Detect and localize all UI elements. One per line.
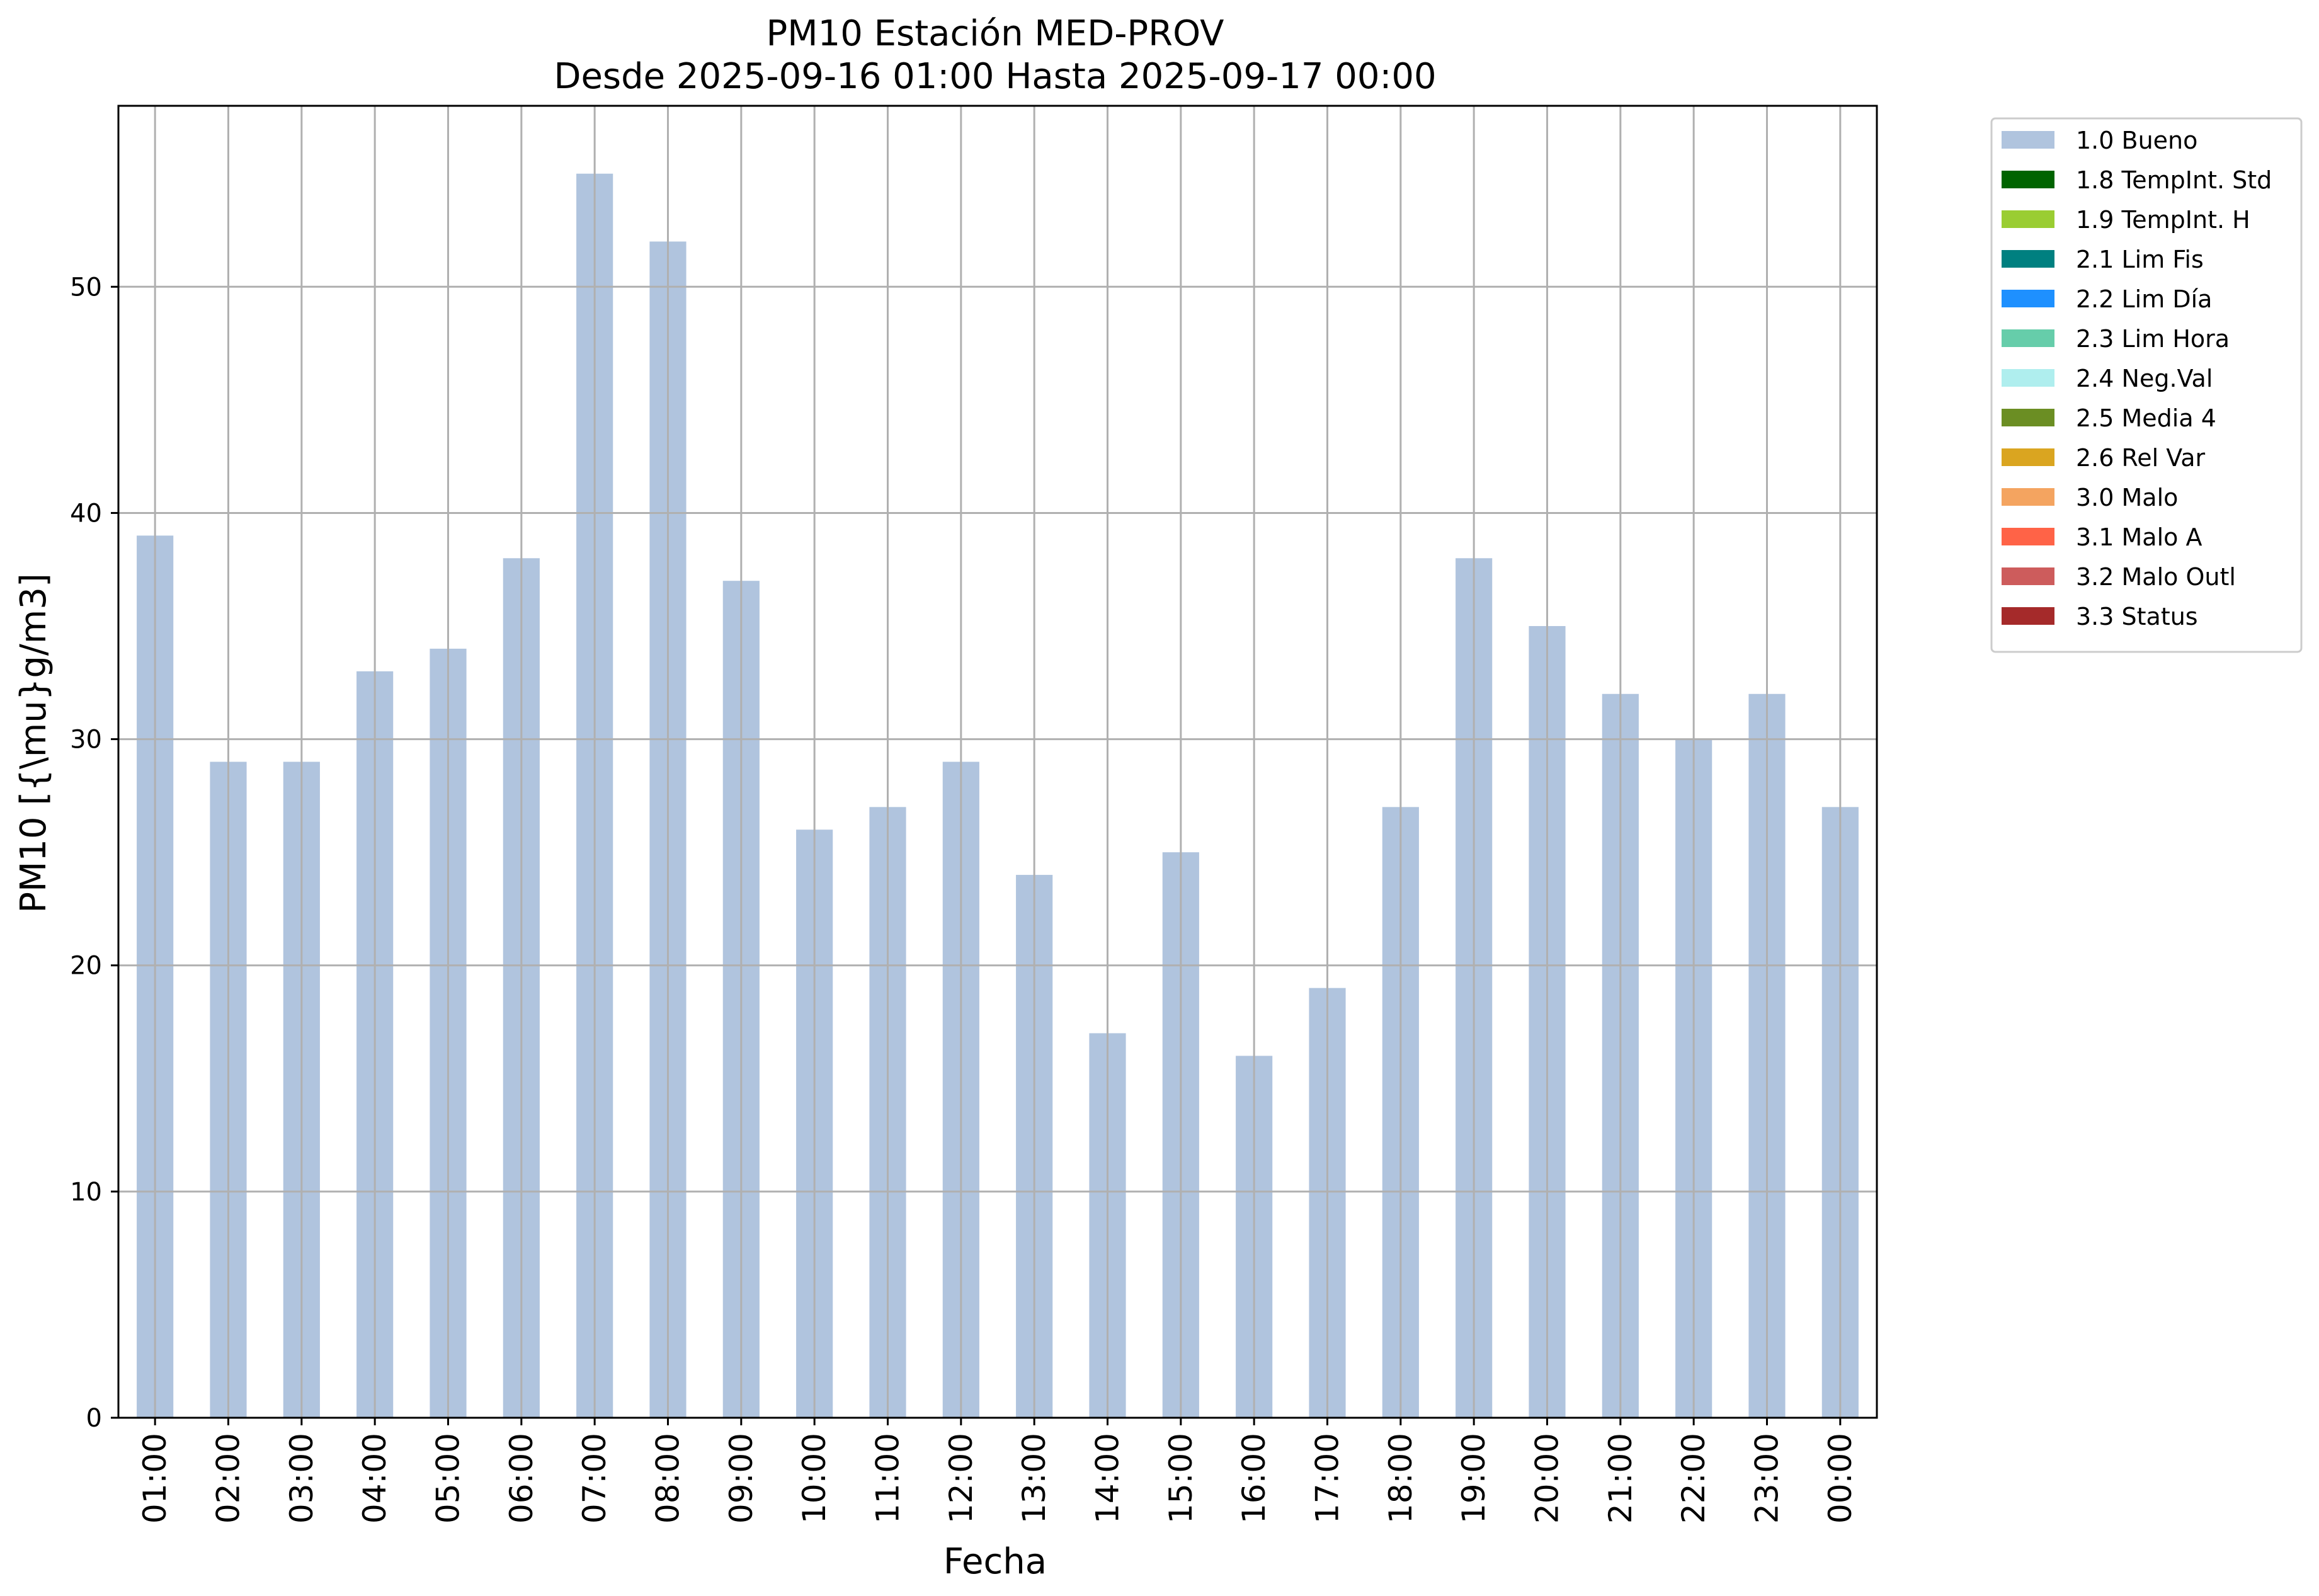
legend-swatch — [2002, 488, 2054, 506]
x-tick-label: 11:00 — [870, 1433, 906, 1524]
plot-area: 0 10 20 30 40 50 01:00 02:00 03:00 04:00 05:00 06:0… — [70, 105, 1878, 1524]
legend-label: 2.2 Lim Día — [2076, 285, 2212, 313]
plot-frame — [117, 105, 1878, 1419]
x-tick-label: 08:00 — [650, 1433, 687, 1524]
x-tick-label: 22:00 — [1675, 1433, 1712, 1524]
legend-box — [1990, 117, 2303, 653]
x-tick-label: 20:00 — [1529, 1433, 1566, 1524]
x-tick-label: 04:00 — [356, 1433, 393, 1524]
legend-swatch — [2002, 409, 2054, 426]
x-tick-label: 02:00 — [210, 1433, 247, 1524]
x-tick-label: 10:00 — [796, 1433, 833, 1524]
y-tick-label: 50 — [70, 273, 102, 302]
x-tick-label: 06:00 — [503, 1433, 540, 1524]
legend-label: 2.5 Media 4 — [2076, 404, 2216, 432]
legend-label: 3.2 Malo Outl — [2076, 563, 2236, 591]
x-tick-label: 12:00 — [943, 1433, 979, 1524]
legend-label: 2.3 Lim Hora — [2076, 325, 2230, 353]
legend-label: 2.1 Lim Fis — [2076, 246, 2204, 273]
legend-label: 2.4 Neg.Val — [2076, 365, 2213, 392]
x-tick-label: 17:00 — [1309, 1433, 1346, 1524]
x-tick-label: 09:00 — [723, 1433, 760, 1524]
legend-label: 3.3 Status — [2076, 603, 2198, 630]
legend-swatch — [2002, 448, 2054, 466]
legend-label: 1.8 TempInt. Std — [2076, 166, 2272, 194]
legend-label: 3.0 Malo — [2076, 484, 2178, 511]
legend-swatch — [2002, 290, 2054, 307]
legend-label: 1.9 TempInt. H — [2076, 206, 2250, 234]
x-tick-label: 19:00 — [1456, 1433, 1492, 1524]
legend-swatch — [2002, 131, 2054, 149]
x-tick-label: 21:00 — [1602, 1433, 1639, 1524]
y-axis-label: PM10 [{\mu}g/m3] — [13, 573, 54, 913]
y-tick-label: 0 — [86, 1404, 102, 1433]
x-tick-label: 00:00 — [1822, 1433, 1859, 1524]
chart-title: PM10 Estación MED-PROV — [766, 13, 1224, 54]
legend-swatch — [2002, 567, 2054, 585]
x-tick-label: 15:00 — [1163, 1433, 1199, 1524]
legend-swatch — [2002, 369, 2054, 387]
legend-swatch — [2002, 210, 2054, 228]
legend-swatch — [2002, 171, 2054, 188]
y-tick-label: 20 — [70, 952, 102, 981]
x-tick-label: 14:00 — [1090, 1433, 1126, 1524]
legend-swatch — [2002, 329, 2054, 347]
legend-swatch — [2002, 528, 2054, 545]
legend: 1.0 Bueno 1.8 TempInt. Std 1.9 TempInt. H 2… — [1990, 117, 2303, 653]
x-tick-label: 13:00 — [1016, 1433, 1052, 1524]
x-tick-label: 18:00 — [1382, 1433, 1419, 1524]
legend-label: 3.1 Malo A — [2076, 523, 2202, 551]
chart-subtitle: Desde 2025-09-16 01:00 Hasta 2025-09-17 … — [554, 56, 1436, 97]
x-tick-label: 23:00 — [1749, 1433, 1786, 1524]
x-tick-label: 05:00 — [430, 1433, 467, 1524]
x-tick-label: 01:00 — [137, 1433, 173, 1524]
x-tick-label: 07:00 — [576, 1433, 613, 1524]
y-tick-label: 30 — [70, 726, 102, 755]
legend-swatch — [2002, 607, 2054, 625]
x-axis-label: Fecha — [943, 1541, 1047, 1582]
y-tick-label: 40 — [70, 499, 102, 528]
legend-label: 2.6 Rel Var — [2076, 444, 2206, 472]
x-tick-label: 03:00 — [283, 1433, 320, 1524]
y-tick-label: 10 — [70, 1178, 102, 1207]
x-tick-label: 16:00 — [1236, 1433, 1272, 1524]
legend-swatch — [2002, 250, 2054, 268]
legend-label: 1.0 Bueno — [2076, 127, 2197, 154]
